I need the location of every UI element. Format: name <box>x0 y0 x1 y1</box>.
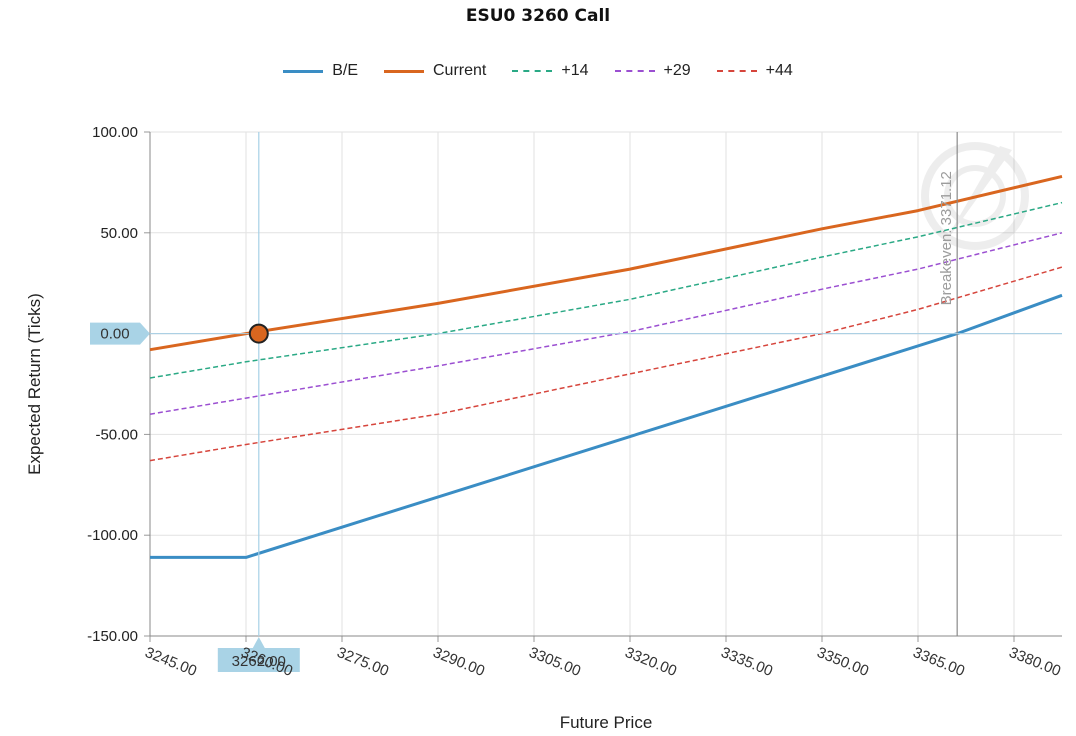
y-tick-label: -150.00 <box>87 628 138 645</box>
crosshair[interactable]: 0.00 3262.00 <box>90 132 1062 672</box>
series-lines <box>149 174 1063 559</box>
x-tick-label: 3335.00 <box>719 644 776 680</box>
legend-item[interactable]: Current <box>384 62 486 80</box>
tick-labels: 100.00 50.00 -50.00 -100.00 -150.00 3245.00 32… <box>87 124 1063 680</box>
x-tick-label: 3380.00 <box>1007 644 1064 680</box>
x-tick-label: 3275.00 <box>335 644 392 680</box>
crosshair-y-label: 0.00 <box>100 326 129 343</box>
x-tick-label: 3320.00 <box>623 644 680 680</box>
y-tick-label: 50.00 <box>100 225 138 242</box>
legend-label: B/E <box>332 62 358 79</box>
legend-swatch <box>283 69 324 73</box>
legend-swatch <box>384 69 424 73</box>
legend-swatch <box>614 70 655 72</box>
legend-label: +14 <box>561 62 589 79</box>
x-axis-title: Future Price <box>560 713 653 732</box>
y-tick-label: -50.00 <box>95 426 138 443</box>
chart-legend[interactable]: B/E Current +14 +29 +44 <box>0 62 1076 80</box>
series-line-14 <box>149 201 1063 379</box>
series-line-b-e <box>150 293 1063 559</box>
legend-label: +29 <box>663 62 691 79</box>
legend-label: Current <box>433 62 487 79</box>
y-tick-label: -100.00 <box>87 527 138 544</box>
legend-item[interactable]: +14 <box>512 62 589 80</box>
y-axis-title: Expected Return (Ticks) <box>25 293 44 475</box>
legend-swatch <box>716 70 757 72</box>
legend-label: +44 <box>765 62 793 79</box>
breakeven-label: Breakeven: 3371.12 <box>938 171 955 305</box>
breakeven-marker: Breakeven: 3371.12 <box>938 132 958 636</box>
x-tick-label: 3245.00 <box>143 644 200 680</box>
series-line-29 <box>149 232 1063 415</box>
crosshair-marker <box>248 323 269 344</box>
chart-title: ESU0 3260 Call <box>465 6 611 26</box>
crosshair-x-label: 3262.00 <box>232 653 286 670</box>
legend-item[interactable]: B/E <box>283 62 358 80</box>
x-tick-label: 3305.00 <box>527 644 584 680</box>
x-tick-label: 3290.00 <box>431 644 488 680</box>
crosshair-y-label-box <box>90 322 150 345</box>
series-line-44 <box>149 266 1063 462</box>
legend-item[interactable]: +44 <box>716 62 793 80</box>
x-tick-label: 3365.00 <box>911 644 968 680</box>
legend-item[interactable]: +29 <box>614 62 691 80</box>
crosshair-x-label-box <box>217 637 300 672</box>
x-tick-label: 3350.00 <box>815 644 872 680</box>
y-tick-label: 100.00 <box>92 124 138 141</box>
legend-swatch <box>512 70 553 72</box>
